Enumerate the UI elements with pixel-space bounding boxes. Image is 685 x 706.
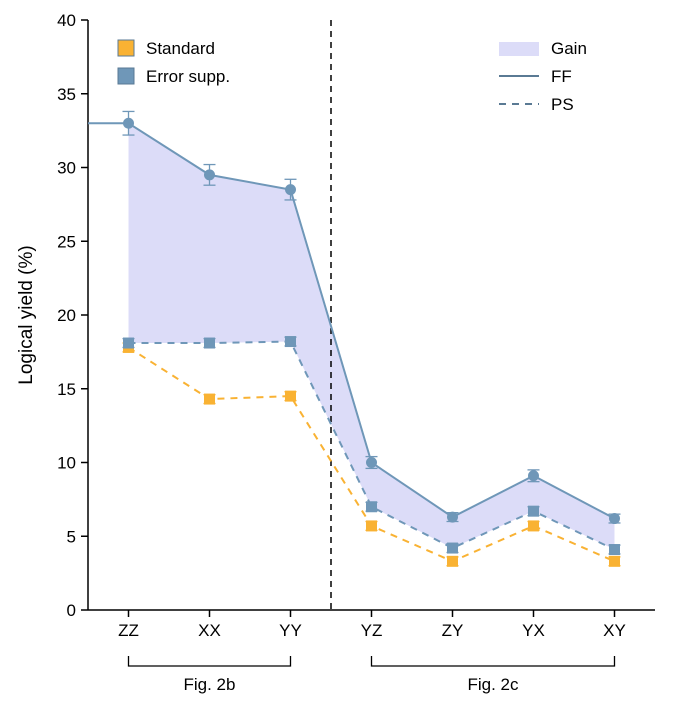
- y-tick-label: 20: [57, 306, 76, 325]
- y-tick-label: 25: [57, 232, 76, 251]
- legend-swatch: [118, 68, 134, 84]
- group-bracket: [129, 656, 291, 666]
- marker: [448, 556, 458, 566]
- marker: [367, 521, 377, 531]
- marker: [529, 506, 539, 516]
- group-bracket: [372, 656, 615, 666]
- y-tick-label: 40: [57, 11, 76, 30]
- y-tick-label: 30: [57, 159, 76, 178]
- marker: [610, 514, 620, 524]
- marker: [367, 458, 377, 468]
- x-tick-label: XY: [603, 621, 626, 640]
- marker: [529, 471, 539, 481]
- x-tick-label: YY: [279, 621, 302, 640]
- marker: [205, 170, 215, 180]
- marker: [529, 521, 539, 531]
- legend-swatch: [118, 40, 134, 56]
- legend-label: FF: [551, 67, 572, 86]
- chart-container: 0 5 10 15 20 25 30 35 40 Logical yield (%) ZZ XX YY Y…: [0, 0, 685, 706]
- x-tick-label: ZY: [442, 621, 464, 640]
- legend-area: [499, 42, 539, 56]
- y-tick-label: 15: [57, 380, 76, 399]
- y-tick-label: 5: [67, 527, 76, 546]
- marker: [124, 118, 134, 128]
- series-line-ps: [129, 342, 615, 550]
- group-label: Fig. 2c: [467, 675, 519, 694]
- x-tick-label: YX: [522, 621, 545, 640]
- marker: [286, 337, 296, 347]
- legend-label: Standard: [146, 39, 215, 58]
- marker: [610, 545, 620, 555]
- y-tick-label: 10: [57, 454, 76, 473]
- marker: [205, 394, 215, 404]
- x-tick-label: ZZ: [118, 621, 139, 640]
- marker: [124, 338, 134, 348]
- x-tick-label: YZ: [361, 621, 383, 640]
- chart-svg: 0 5 10 15 20 25 30 35 40 Logical yield (%) ZZ XX YY Y…: [0, 0, 685, 706]
- gain-area: [129, 123, 615, 549]
- y-tick-label: 0: [67, 601, 76, 620]
- marker: [367, 502, 377, 512]
- marker: [286, 185, 296, 195]
- y-tick-label: 35: [57, 85, 76, 104]
- x-tick-label: XX: [198, 621, 221, 640]
- y-axis-label: Logical yield (%): [16, 245, 37, 384]
- marker: [610, 556, 620, 566]
- marker: [448, 543, 458, 553]
- marker: [205, 338, 215, 348]
- group-label: Fig. 2b: [184, 675, 236, 694]
- marker: [286, 391, 296, 401]
- legend-label: Error supp.: [146, 67, 230, 86]
- legend-label: Gain: [551, 39, 587, 58]
- legend-label: PS: [551, 95, 574, 114]
- marker: [448, 512, 458, 522]
